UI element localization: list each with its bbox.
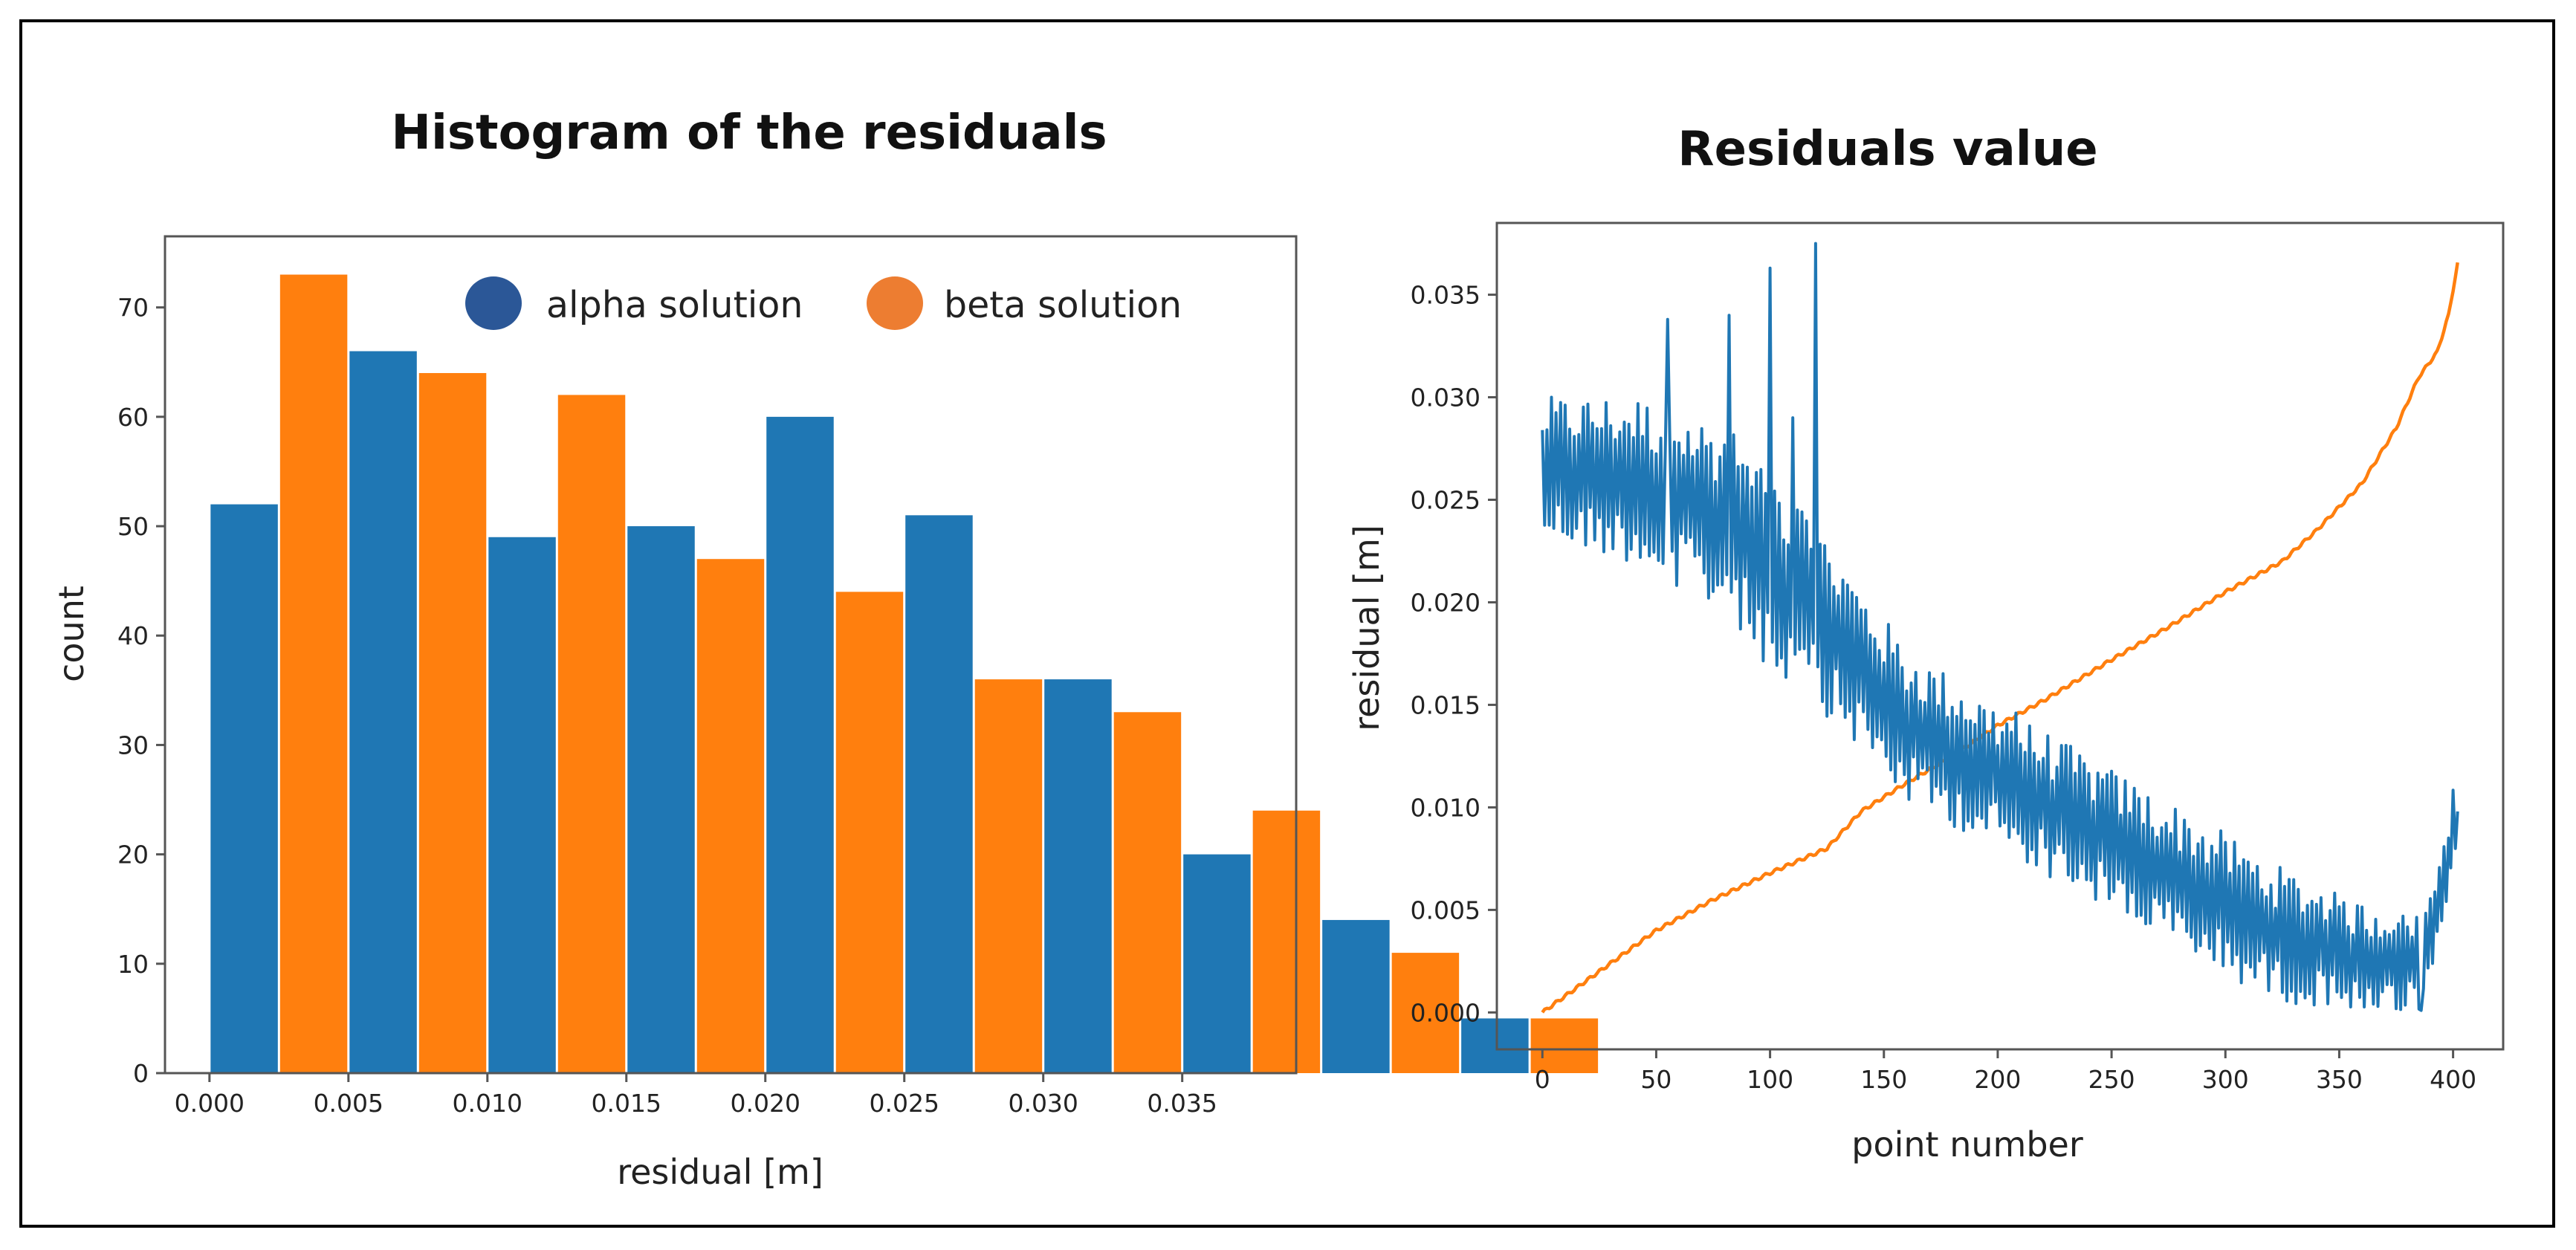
line-y-ticks: 0.000 0.005 0.010 0.015 0.020 0.025 0.030 0.035 xyxy=(1411,281,1497,1027)
line-x-tick-label: 300 xyxy=(2202,1065,2249,1094)
beta-bar-9 xyxy=(1530,1018,1599,1073)
line-x-tick-label: 250 xyxy=(2088,1065,2135,1094)
line-chart-title: Residuals value xyxy=(1677,122,2097,177)
beta-series-line xyxy=(1541,262,2459,1014)
alpha-bar-1 xyxy=(349,351,417,1073)
line-x-tick-label: 400 xyxy=(2430,1065,2476,1094)
line-x-tick-label: 0 xyxy=(1535,1065,1550,1094)
histogram-title: Histogram of the residuals xyxy=(391,106,1107,161)
alpha-bar-4 xyxy=(766,416,834,1073)
alpha-bar-0 xyxy=(210,504,278,1073)
legend-alpha-label: alpha solution xyxy=(546,284,803,326)
line-y-tick-label: 0.025 xyxy=(1411,486,1480,515)
alpha-bar-6 xyxy=(1044,679,1112,1073)
beta-bar-0 xyxy=(279,274,348,1073)
histogram-y-tick-label: 10 xyxy=(117,950,149,979)
alpha-bar-7 xyxy=(1183,854,1251,1073)
histogram-y-tick-label: 40 xyxy=(117,621,149,650)
beta-bar-8 xyxy=(1391,953,1460,1073)
histogram-x-tick-label: 0.035 xyxy=(1147,1089,1217,1118)
histogram-x-tick-label: 0.015 xyxy=(592,1089,661,1118)
line-y-tick-label: 0.000 xyxy=(1411,998,1480,1027)
histogram-y-tick-label: 20 xyxy=(117,841,149,870)
line-x-tick-label: 350 xyxy=(2316,1065,2363,1094)
line-y-tick-label: 0.015 xyxy=(1411,690,1480,719)
alpha-bar-2 xyxy=(488,537,556,1073)
line-y-tick-label: 0.030 xyxy=(1411,383,1480,412)
line-x-tick-label: 200 xyxy=(1974,1065,2021,1094)
legend-beta-label: beta solution xyxy=(944,284,1182,326)
histogram-x-tick-label: 0.005 xyxy=(314,1089,384,1118)
beta-bar-7 xyxy=(1252,810,1321,1073)
histogram-x-tick-label: 0.020 xyxy=(731,1089,800,1118)
line-y-label: residual [m] xyxy=(1347,525,1387,731)
line-plot-area xyxy=(1541,242,2459,1014)
histogram-axes-frame xyxy=(164,235,1298,1075)
histogram-legend: alpha solution beta solution xyxy=(465,276,1182,330)
histogram-y-ticks: 0 10 20 30 40 50 60 70 xyxy=(117,294,165,1088)
beta-bar-1 xyxy=(418,372,487,1073)
histogram-x-tick-label: 0.025 xyxy=(869,1089,939,1118)
histogram-x-ticks: 0.000 0.005 0.010 0.015 0.020 0.025 0.030 0.035 xyxy=(175,1073,1217,1118)
histogram-bars xyxy=(210,274,1599,1073)
line-x-tick-label: 100 xyxy=(1747,1065,1793,1094)
histogram-y-tick-label: 50 xyxy=(117,512,149,541)
beta-bar-2 xyxy=(557,395,626,1073)
line-y-tick-label: 0.020 xyxy=(1411,588,1480,617)
line-x-label: point number xyxy=(1851,1124,2083,1165)
alpha-bar-5 xyxy=(905,515,973,1073)
histogram-x-tick-label: 0.000 xyxy=(175,1089,245,1118)
line-x-ticks: 0 50 100 150 200 250 300 350 400 xyxy=(1535,1049,2476,1094)
histogram-y-tick-label: 0 xyxy=(133,1059,149,1088)
histogram-x-tick-label: 0.030 xyxy=(1008,1089,1078,1118)
line-x-tick-label: 150 xyxy=(1860,1065,1907,1094)
beta-bar-3 xyxy=(696,559,765,1073)
beta-bar-4 xyxy=(835,592,904,1073)
histogram-y-tick-label: 70 xyxy=(117,294,149,323)
beta-bar-5 xyxy=(974,679,1043,1073)
line-x-tick-label: 50 xyxy=(1640,1065,1672,1094)
histogram-chart: Histogram of the residuals 0.000 0.005 0.0… xyxy=(51,106,1599,1192)
alpha-bar-8 xyxy=(1322,919,1390,1073)
residuals-line-chart: Residuals value 0 50 100 150 200 250 300 350 400… xyxy=(1347,122,2505,1165)
line-y-tick-label: 0.010 xyxy=(1411,793,1480,822)
legend-alpha-marker xyxy=(465,276,522,330)
alpha-bar-9 xyxy=(1461,1018,1529,1073)
histogram-x-tick-label: 0.010 xyxy=(453,1089,522,1118)
histogram-y-tick-label: 60 xyxy=(117,403,149,432)
histogram-x-label: residual [m] xyxy=(617,1152,823,1192)
histogram-y-label: count xyxy=(51,586,91,682)
line-y-tick-label: 0.035 xyxy=(1411,281,1480,310)
beta-bar-6 xyxy=(1113,712,1182,1073)
legend-beta-marker xyxy=(867,276,923,330)
alpha-series-line xyxy=(1541,242,2459,1012)
histogram-y-tick-label: 30 xyxy=(117,731,149,760)
line-y-tick-label: 0.005 xyxy=(1411,896,1480,924)
alpha-bar-3 xyxy=(627,526,695,1073)
line-axes-frame xyxy=(1495,221,2505,1051)
figure-frame xyxy=(19,19,2555,1228)
